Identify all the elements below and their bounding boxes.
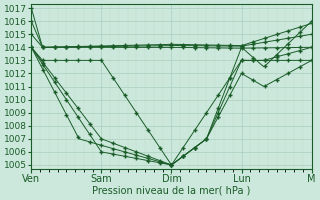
X-axis label: Pression niveau de la mer( hPa ): Pression niveau de la mer( hPa ) (92, 186, 251, 196)
